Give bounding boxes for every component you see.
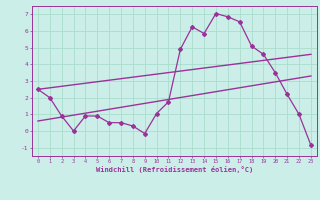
- X-axis label: Windchill (Refroidissement éolien,°C): Windchill (Refroidissement éolien,°C): [96, 166, 253, 173]
